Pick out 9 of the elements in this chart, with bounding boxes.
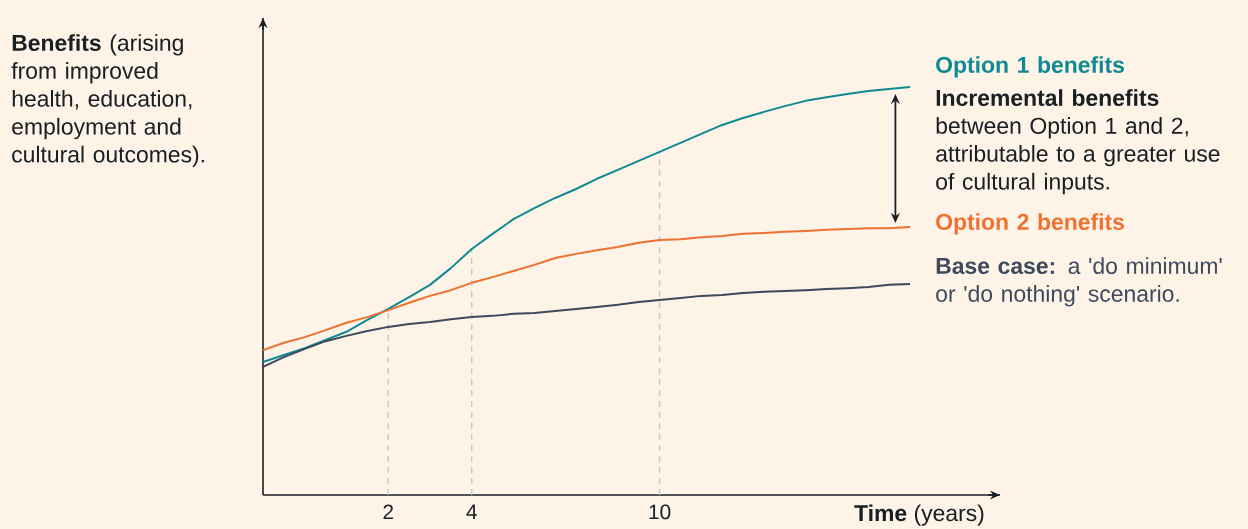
x-tick-label: 2 — [383, 504, 393, 520]
x-tick-label: 4 — [466, 504, 477, 519]
series-label: Base case: a 'do minimum' or 'do nothing' scenario. — [936, 257, 1222, 307]
text: Benefits (arising from improved health, education, employment and cultural outcomes). — [11, 34, 204, 168]
series-label: Option 1 benefits — [936, 56, 1124, 78]
x-axis-title: Time (years) — [854, 504, 984, 526]
series-label: Option 2 benefits — [936, 213, 1124, 235]
text: Incremental benefits between Option 1 and 2, attributable to a greater use of cultural inputs. — [936, 89, 1220, 195]
x-tick-label: 10 — [649, 504, 671, 520]
